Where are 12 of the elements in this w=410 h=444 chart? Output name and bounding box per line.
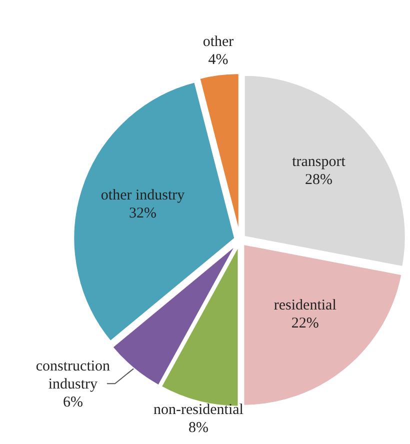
- slice-label: other industry: [100, 187, 186, 204]
- slice-label: residential: [274, 298, 336, 314]
- slice-label: non-residential: [153, 402, 244, 418]
- data-label: 32%: [129, 205, 157, 222]
- slice-label: other: [202, 34, 234, 50]
- data-label: 6%: [62, 394, 83, 411]
- slice-label: transport: [292, 154, 346, 170]
- data-label: 8%: [188, 420, 208, 436]
- data-label: 28%: [304, 172, 332, 188]
- data-label: 4%: [208, 52, 228, 68]
- data-label: 22%: [291, 316, 319, 332]
- slice-label: construction industry: [36, 358, 111, 393]
